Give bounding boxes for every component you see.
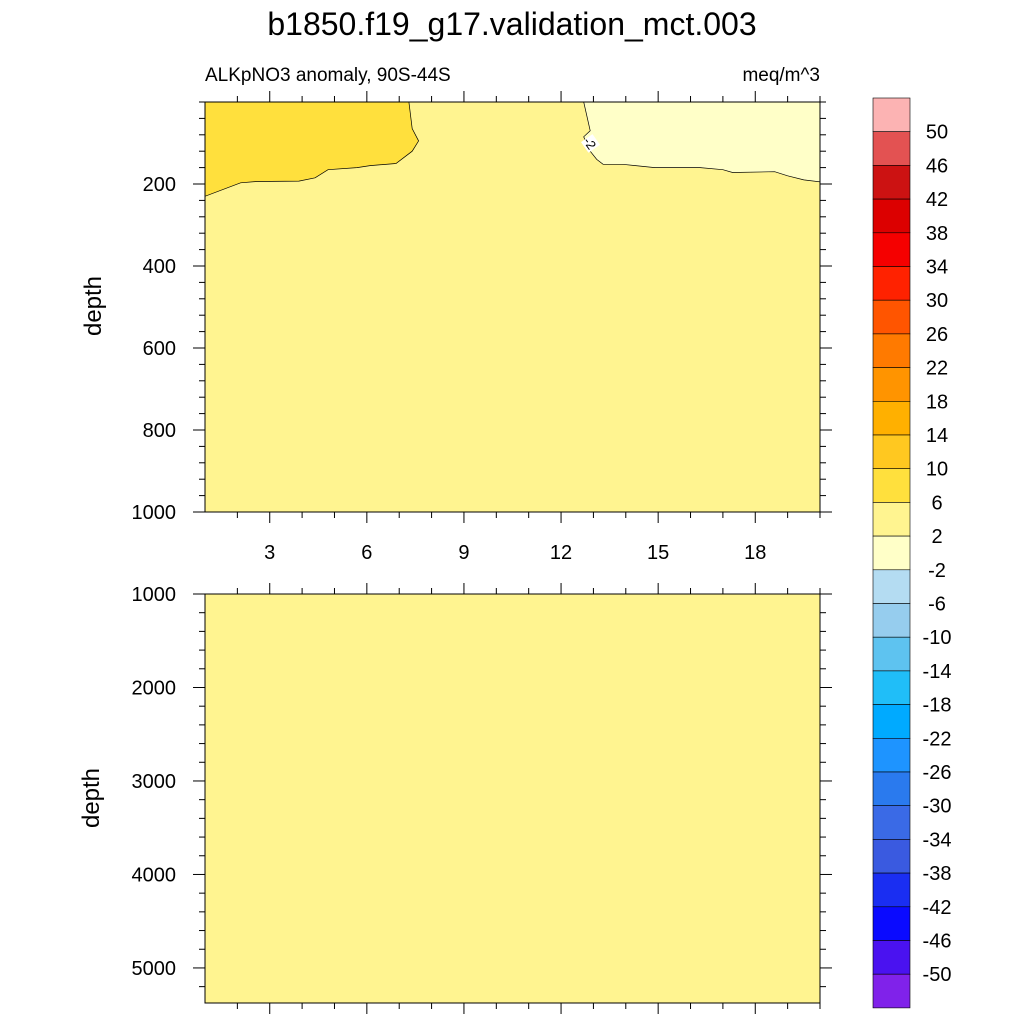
panel-frame — [204, 101, 821, 513]
top-right-label: meq/m^3 — [742, 65, 820, 86]
y-tick-label: 5000 — [132, 958, 177, 980]
contour-label-box — [581, 134, 600, 153]
colorbar-label: -42 — [923, 897, 952, 919]
panel-background-fill — [205, 594, 820, 1003]
x-tick-label: 6 — [361, 542, 372, 564]
x-tick-label: 18 — [744, 542, 766, 564]
colorbar-swatch — [872, 973, 911, 1009]
y-tick-label: 400 — [143, 256, 176, 278]
panel-frame — [204, 593, 821, 1004]
colorbar-swatch — [872, 165, 911, 200]
colorbar-swatch — [872, 805, 911, 840]
colorbar-label: 26 — [926, 324, 948, 346]
colorbar-swatch — [872, 940, 911, 975]
x-tick-label: 15 — [647, 542, 669, 564]
colorbar: 50 46 42 38 34 30 26 22 18 14 10 6 2 -2 -6 -10 -14 -18 -22… — [872, 97, 952, 1009]
colorbar-label: 38 — [926, 223, 948, 245]
colorbar-swatch — [872, 333, 911, 368]
colorbar-swatch — [872, 603, 911, 638]
colorbar-label: -14 — [923, 661, 952, 683]
colorbar-label: 6 — [931, 492, 942, 514]
top-left-label: ALKpNO3 anomaly, 90S-44S — [205, 65, 451, 86]
colorbar-swatch — [872, 906, 911, 941]
colorbar-swatch — [872, 198, 911, 234]
colorbar-swatch — [872, 704, 911, 739]
x-tick-label: 9 — [458, 542, 469, 564]
colorbar-swatch — [872, 535, 911, 571]
chart-title: b1850.f19_g17.validation_mct.003 — [267, 6, 756, 42]
colorbar-label: 42 — [926, 189, 948, 211]
y-tick-label: 3000 — [132, 771, 177, 793]
y-tick-label: 600 — [143, 338, 176, 360]
colorbar-swatch — [872, 636, 911, 672]
colorbar-swatch — [872, 97, 911, 133]
colorbar-swatch — [872, 569, 911, 604]
colorbar-swatch — [872, 232, 911, 267]
colorbar-label: 46 — [926, 155, 948, 177]
y-tick-label: 800 — [143, 420, 176, 442]
colorbar-label: -50 — [923, 964, 952, 986]
colorbar-label: -34 — [923, 829, 952, 851]
colorbar-label: 2 — [931, 526, 942, 548]
colorbar-swatch — [872, 468, 911, 503]
colorbar-swatch — [872, 131, 911, 166]
top-y-axis-label: depth — [80, 276, 107, 336]
x-tick-label: 12 — [550, 542, 572, 564]
colorbar-label: 30 — [926, 290, 948, 312]
colorbar-label: -6 — [928, 594, 946, 616]
colorbar-swatch — [872, 502, 911, 537]
colorbar-label: -22 — [923, 728, 952, 750]
colorbar-label: 22 — [926, 358, 948, 380]
y-tick-label: 2000 — [132, 677, 177, 699]
colorbar-swatch — [872, 400, 911, 436]
colorbar-swatch — [872, 299, 911, 335]
colorbar-label: -26 — [923, 762, 952, 784]
contour-region-0 — [204, 101, 420, 197]
colorbar-label: -30 — [923, 796, 952, 818]
colorbar-swatch — [872, 367, 911, 402]
colorbar-label: -2 — [928, 560, 946, 582]
colorbar-swatch — [872, 670, 911, 705]
bottom-y-axis-label: depth — [78, 768, 105, 828]
colorbar-label: -10 — [923, 627, 952, 649]
colorbar-label: 14 — [926, 425, 948, 447]
colorbar-swatch — [872, 872, 911, 908]
y-tick-label: 4000 — [132, 864, 177, 886]
colorbar-label: -18 — [923, 695, 952, 717]
colorbar-swatch — [872, 839, 911, 874]
colorbar-swatch — [872, 434, 911, 470]
colorbar-swatch — [872, 771, 911, 807]
colorbar-swatch — [872, 266, 911, 301]
colorbar-label: -38 — [923, 863, 952, 885]
colorbar-label: 50 — [926, 122, 948, 144]
y-tick-label: 1000 — [132, 502, 177, 524]
colorbar-label: 18 — [926, 391, 948, 413]
colorbar-label: 10 — [926, 459, 948, 481]
x-tick-label: 3 — [264, 542, 275, 564]
y-tick-label: 200 — [143, 174, 176, 196]
colorbar-label: -46 — [923, 931, 952, 953]
colorbar-swatch — [872, 737, 911, 773]
y-tick-label: 1000 — [132, 584, 177, 606]
colorbar-label: 34 — [926, 257, 948, 279]
bottom-panel: 1000 2000 3000 4000 5000 — [132, 583, 832, 1014]
